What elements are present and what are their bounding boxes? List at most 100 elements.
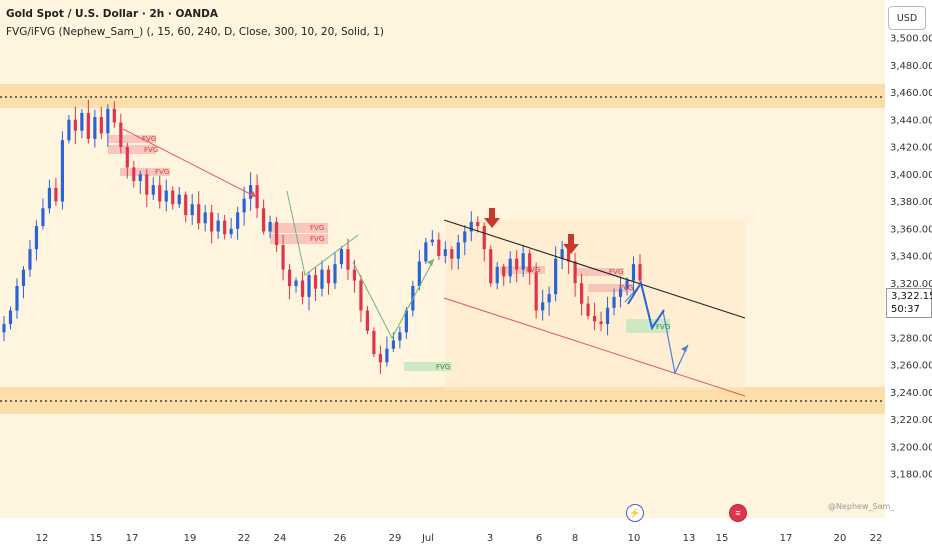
time-tick-label: 13 xyxy=(683,533,696,544)
candle-bullish xyxy=(177,194,181,205)
bar-countdown: 50:37 xyxy=(891,304,920,315)
time-tick-label: 10 xyxy=(628,533,641,544)
fvg-labels: FVG FVG FVG FVG FVG FVG FVG FVG FVG FVG xyxy=(142,135,670,371)
candle-bearish xyxy=(223,220,227,235)
candle-bearish xyxy=(515,258,519,270)
candle-bullish xyxy=(93,117,97,139)
candle-bullish xyxy=(249,185,253,199)
lightning-icon[interactable]: ⚡ xyxy=(626,504,644,522)
fvg-box xyxy=(108,135,156,143)
price-tick-label: 3,360.000 xyxy=(890,224,932,235)
candle-bearish xyxy=(255,185,259,209)
zigzag-arrowhead xyxy=(427,259,434,266)
candle-bullish xyxy=(398,332,402,341)
price-tick-label: 3,420.000 xyxy=(890,143,932,154)
fvg-boxes xyxy=(108,135,670,371)
candle-bullish xyxy=(541,302,545,311)
candle-bearish xyxy=(54,187,58,202)
candle-bullish xyxy=(307,275,311,297)
time-tick-label: 12 xyxy=(36,533,49,544)
candle-bullish xyxy=(339,249,344,265)
currency-selector[interactable]: USD xyxy=(888,6,926,30)
candle-bullish xyxy=(41,208,45,227)
time-tick-label: 8 xyxy=(572,533,578,544)
price-tick-label: 3,380.000 xyxy=(890,197,932,208)
candle-bullish xyxy=(385,348,389,363)
candle-bullish xyxy=(521,253,525,270)
candle-bullish xyxy=(236,212,240,229)
candle-bearish xyxy=(86,112,90,139)
candle-bearish xyxy=(567,249,571,262)
candle-bearish xyxy=(287,269,292,286)
projection-arrowhead xyxy=(681,345,688,352)
fvg-box xyxy=(108,145,156,154)
candle-bullish xyxy=(560,249,564,259)
candle-bullish xyxy=(495,266,499,284)
us-flag-icon[interactable]: ≡ xyxy=(729,504,747,522)
time-tick-label: 17 xyxy=(126,533,139,544)
candle-bearish xyxy=(261,208,266,232)
time-tick-label: 26 xyxy=(334,533,347,544)
candle-bullish xyxy=(618,288,623,297)
channel-upper-line[interactable] xyxy=(443,219,746,319)
down-arrow-icon xyxy=(484,208,500,228)
zigzag-projection-green-1[interactable] xyxy=(286,190,359,276)
candle-bearish xyxy=(197,204,201,224)
candle-bearish xyxy=(502,266,506,277)
time-tick-label: 3 xyxy=(487,533,493,544)
time-tick-label: 17 xyxy=(780,533,793,544)
fvg-box xyxy=(404,362,452,371)
candle-bullish xyxy=(320,269,324,289)
candle-bullish xyxy=(106,108,110,134)
candle-bearish xyxy=(528,253,532,273)
candle-bullish xyxy=(391,340,395,349)
candle-bearish xyxy=(171,190,175,205)
candle-bearish xyxy=(579,283,584,304)
candle-bearish xyxy=(592,315,597,322)
price-axis-panel xyxy=(885,0,932,550)
time-axis-panel xyxy=(0,518,885,550)
candle-bearish xyxy=(378,354,383,363)
candle-bearish xyxy=(73,119,77,131)
price-tick-label: 3,440.000 xyxy=(890,115,932,126)
last-price-value: 3,322.150 xyxy=(891,291,932,302)
fvg-box xyxy=(270,234,328,244)
candle-bearish xyxy=(638,264,642,281)
sr-zones xyxy=(0,84,885,414)
candle-bearish xyxy=(437,239,441,256)
downtrend-line-red[interactable] xyxy=(122,128,257,198)
candle-bullish xyxy=(430,239,434,243)
fvg-label: FVG xyxy=(155,168,169,176)
candle-bullish xyxy=(469,221,473,232)
price-tick-label: 3,280.000 xyxy=(890,333,932,344)
candle-bearish xyxy=(489,249,493,284)
candle-bullish xyxy=(268,221,272,232)
candle-bullish xyxy=(443,249,447,256)
candle-bearish xyxy=(158,185,162,202)
candle-bullish xyxy=(28,249,32,270)
candle-bullish xyxy=(424,242,428,262)
candle-bearish xyxy=(99,117,103,134)
candle-bullish xyxy=(625,280,629,289)
indicator-legend[interactable]: FVG/iFVG (Nephew_Sam_) (, 15, 60, 240, D… xyxy=(6,26,384,38)
channel-lower-line[interactable] xyxy=(443,297,746,397)
candle-bullish xyxy=(404,310,408,333)
time-tick-label: 24 xyxy=(274,533,287,544)
candle-bullish xyxy=(21,269,26,286)
price-tick-label: 3,340.000 xyxy=(890,252,932,263)
author-watermark: @Nephew_Sam_ xyxy=(828,502,895,511)
candle-bullish xyxy=(15,285,19,311)
fvg-label: FVG xyxy=(436,363,450,371)
price-tick-label: 3,500.000 xyxy=(890,34,932,45)
candle-bullish xyxy=(631,264,636,281)
fvg-label: FVG xyxy=(609,268,623,276)
time-axis[interactable]: 12 15 17 19 22 24 26 29 Jul 3 6 8 10 13 15 17 20 22 xyxy=(36,533,883,544)
candle-bullish xyxy=(612,296,616,308)
candle-bearish xyxy=(359,280,363,311)
candle-bullish xyxy=(8,310,13,325)
candle-bullish xyxy=(2,324,6,333)
candle-bullish xyxy=(34,226,39,250)
candle-bearish xyxy=(145,174,149,195)
zigzag-projection-green-2[interactable] xyxy=(352,258,435,340)
